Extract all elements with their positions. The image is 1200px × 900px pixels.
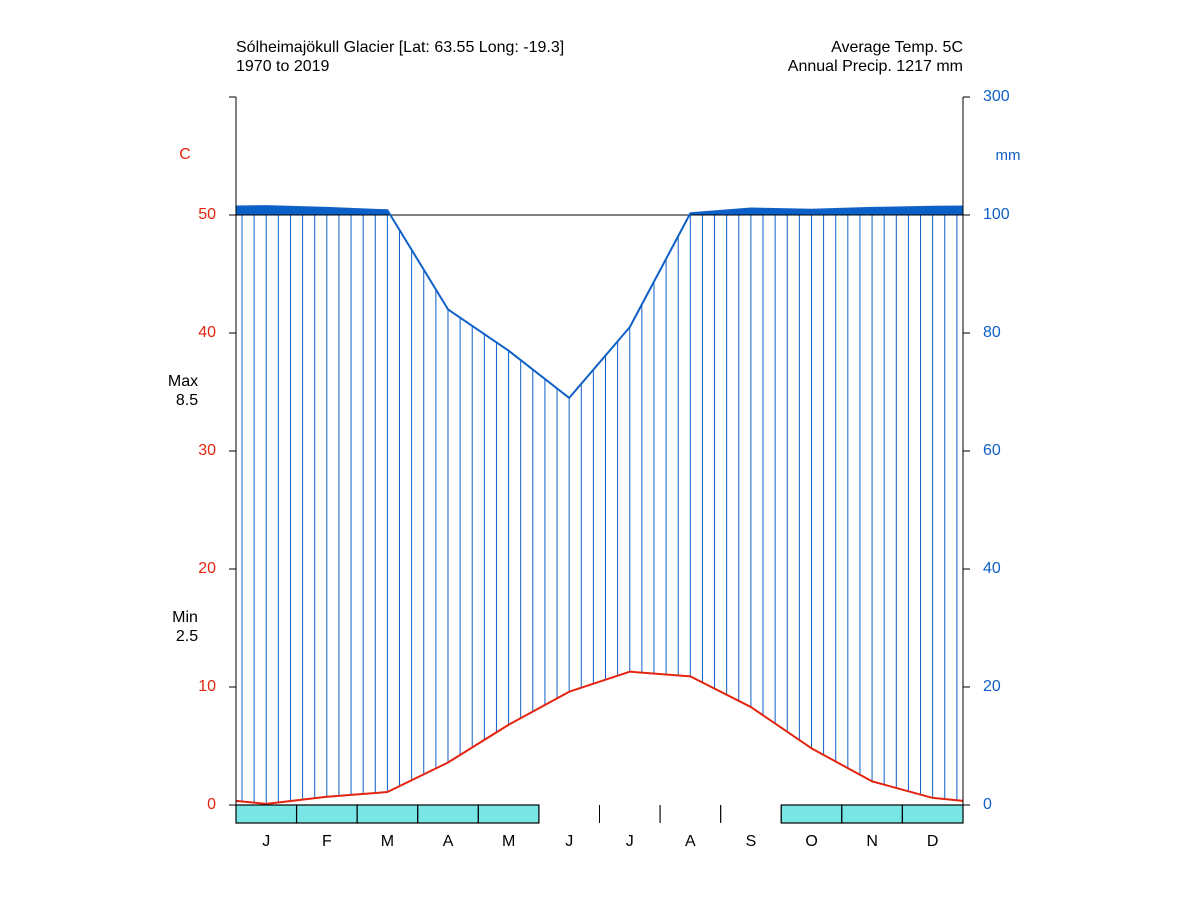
min-value: 2.5 [176,628,198,645]
y-tick-label: 20 [198,560,216,577]
x-tick-label: A [443,833,454,850]
frost-box [780,804,843,824]
y-tick-label: 40 [198,324,216,341]
x-tick-label: O [805,833,817,850]
x-tick-label: D [927,833,939,850]
temp-summary: Average Temp. 5C [831,39,963,56]
y2-tick-label: 60 [983,442,1001,459]
y2-tick-label: 80 [983,324,1001,341]
x-tick-label: M [381,833,394,850]
max-value: 8.5 [176,392,198,409]
temperature-line [266,670,933,805]
precip-summary: Annual Precip. 1217 mm [788,58,963,75]
y-tick-label: 0 [207,796,216,813]
y-tick-label: 10 [198,678,216,695]
min-label: Min [172,609,198,626]
y-tick-label: 50 [198,206,216,223]
y2-tick-label: 20 [983,678,1001,695]
frost-box [295,804,358,824]
y2-tick-label: 0 [983,796,992,813]
x-tick-label: J [626,833,634,850]
frost-box [356,804,419,824]
x-tick-label: A [685,833,696,850]
y2-axis-label: mm [996,147,1021,164]
y-axis-label: C [179,146,191,163]
x-tick-label: M [502,833,515,850]
frost-box [235,804,298,824]
frost-box [417,804,479,824]
line-segment [932,796,964,802]
x-tick-label: J [565,833,573,850]
chart-subtitle: 1970 to 2019 [236,58,330,75]
frost-box [477,804,540,824]
x-tick-label: N [866,833,878,850]
y2-tick-label: 40 [983,560,1001,577]
frost-box [841,804,904,824]
chart-title: Sólheimajökull Glacier [Lat: 63.55 Long:… [236,39,564,56]
y2-tick-label: 300 [983,88,1010,105]
y-tick-label: 30 [198,442,216,459]
x-tick-label: F [322,833,332,850]
x-tick-label: S [746,833,757,850]
y2-tick-label: 100 [983,206,1010,223]
max-label: Max [168,373,198,390]
x-tick-label: J [262,833,270,850]
precipitation-line [266,205,933,399]
line-segment [235,799,267,805]
frost-box [901,804,964,824]
wet-season-fill [236,206,963,215]
